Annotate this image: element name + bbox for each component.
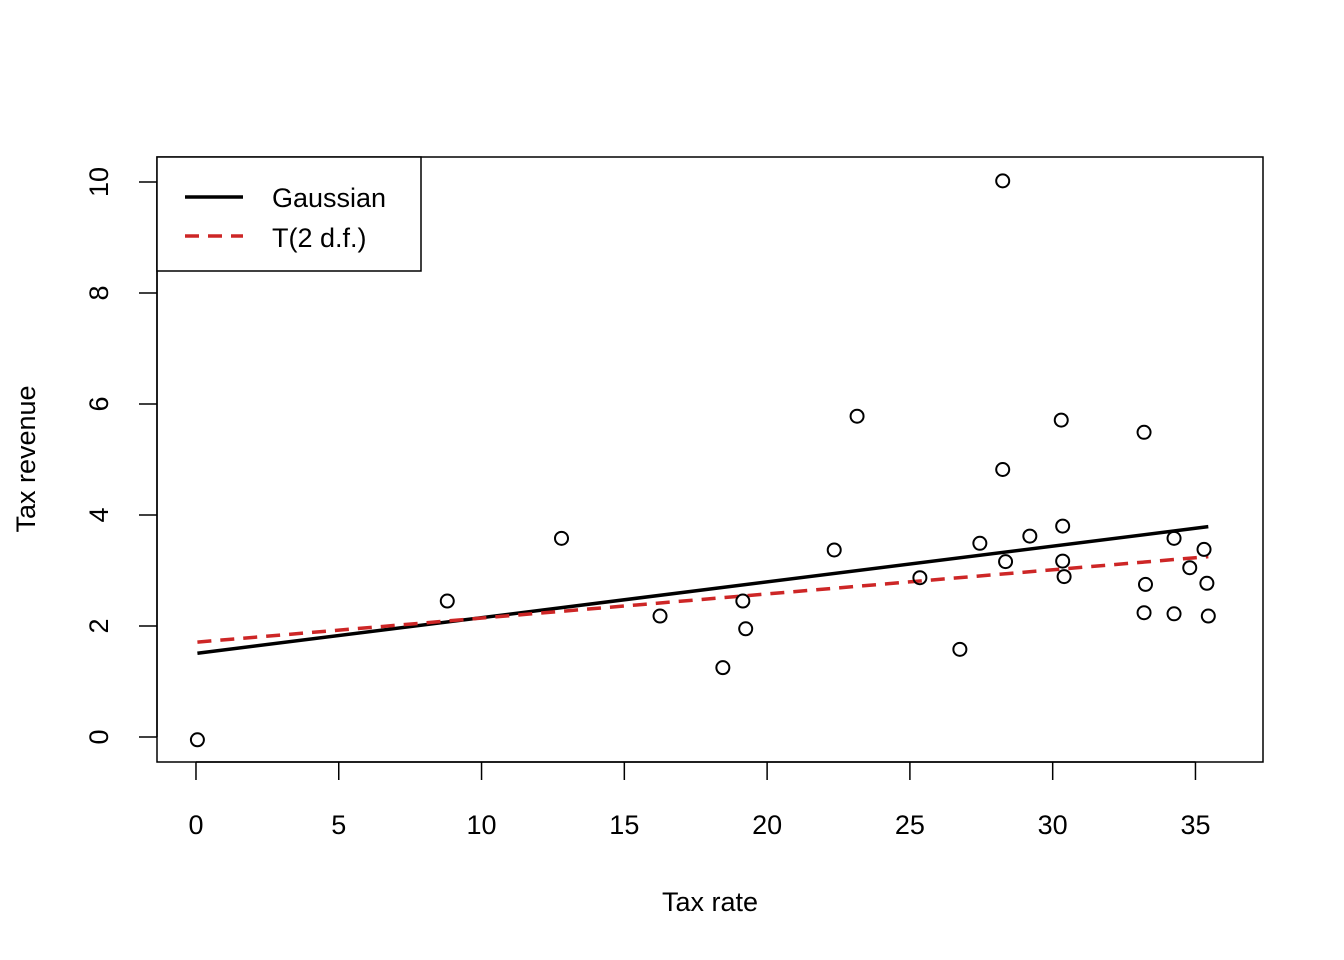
data-point [995, 461, 1011, 477]
x-tick-label: 20 [752, 810, 782, 840]
gaussian-fit-line [197, 524, 1209, 655]
x-tick-label: 5 [331, 810, 346, 840]
data-point [995, 173, 1011, 189]
legend-label-gaussian: Gaussian [272, 183, 386, 213]
data-point [952, 641, 968, 657]
t2df-fit-line [197, 554, 1209, 644]
y-tick-label: 2 [84, 618, 114, 633]
data-point [715, 660, 731, 676]
data-point [554, 530, 570, 546]
data-points [189, 173, 1216, 748]
data-point [1199, 575, 1215, 591]
data-point [735, 593, 751, 609]
y-axis-title: Tax revenue [11, 385, 41, 532]
data-point [1136, 605, 1152, 621]
data-point [1166, 530, 1182, 546]
x-tick-label: 15 [609, 810, 639, 840]
data-point [1056, 569, 1072, 585]
data-point [738, 621, 754, 637]
data-point [1136, 424, 1152, 440]
x-axis: 0 5 10 15 20 25 30 35 [188, 761, 1210, 840]
data-point [652, 608, 668, 624]
data-point [849, 408, 865, 424]
legend-label-t2df: T(2 d.f.) [272, 223, 367, 253]
y-tick-label: 4 [84, 507, 114, 522]
data-point [1200, 608, 1216, 624]
data-point [1055, 553, 1071, 569]
data-point [1182, 560, 1198, 576]
data-point [1166, 606, 1182, 622]
legend-box [156, 156, 422, 272]
x-tick-label: 35 [1180, 810, 1210, 840]
x-tick-label: 30 [1038, 810, 1068, 840]
y-tick-label: 10 [84, 167, 114, 197]
data-point [826, 542, 842, 558]
data-point [1055, 518, 1071, 534]
y-tick-label: 8 [84, 285, 114, 300]
data-point [1053, 412, 1069, 428]
x-tick-label: 10 [467, 810, 497, 840]
x-tick-label: 25 [895, 810, 925, 840]
y-tick-label: 6 [84, 396, 114, 411]
fit-lines [197, 524, 1209, 655]
data-point [912, 570, 928, 586]
data-point [1196, 541, 1212, 557]
data-point [1022, 528, 1038, 544]
data-point [1137, 576, 1153, 592]
data-point [189, 732, 205, 748]
data-point [439, 593, 455, 609]
data-point [998, 554, 1014, 570]
y-axis: 0 2 4 6 8 10 [84, 167, 158, 745]
data-point [972, 535, 988, 551]
x-tick-label: 0 [188, 810, 203, 840]
legend: Gaussian T(2 d.f.) [156, 156, 422, 272]
y-tick-label: 0 [84, 730, 114, 745]
x-axis-title: Tax rate [662, 887, 758, 917]
